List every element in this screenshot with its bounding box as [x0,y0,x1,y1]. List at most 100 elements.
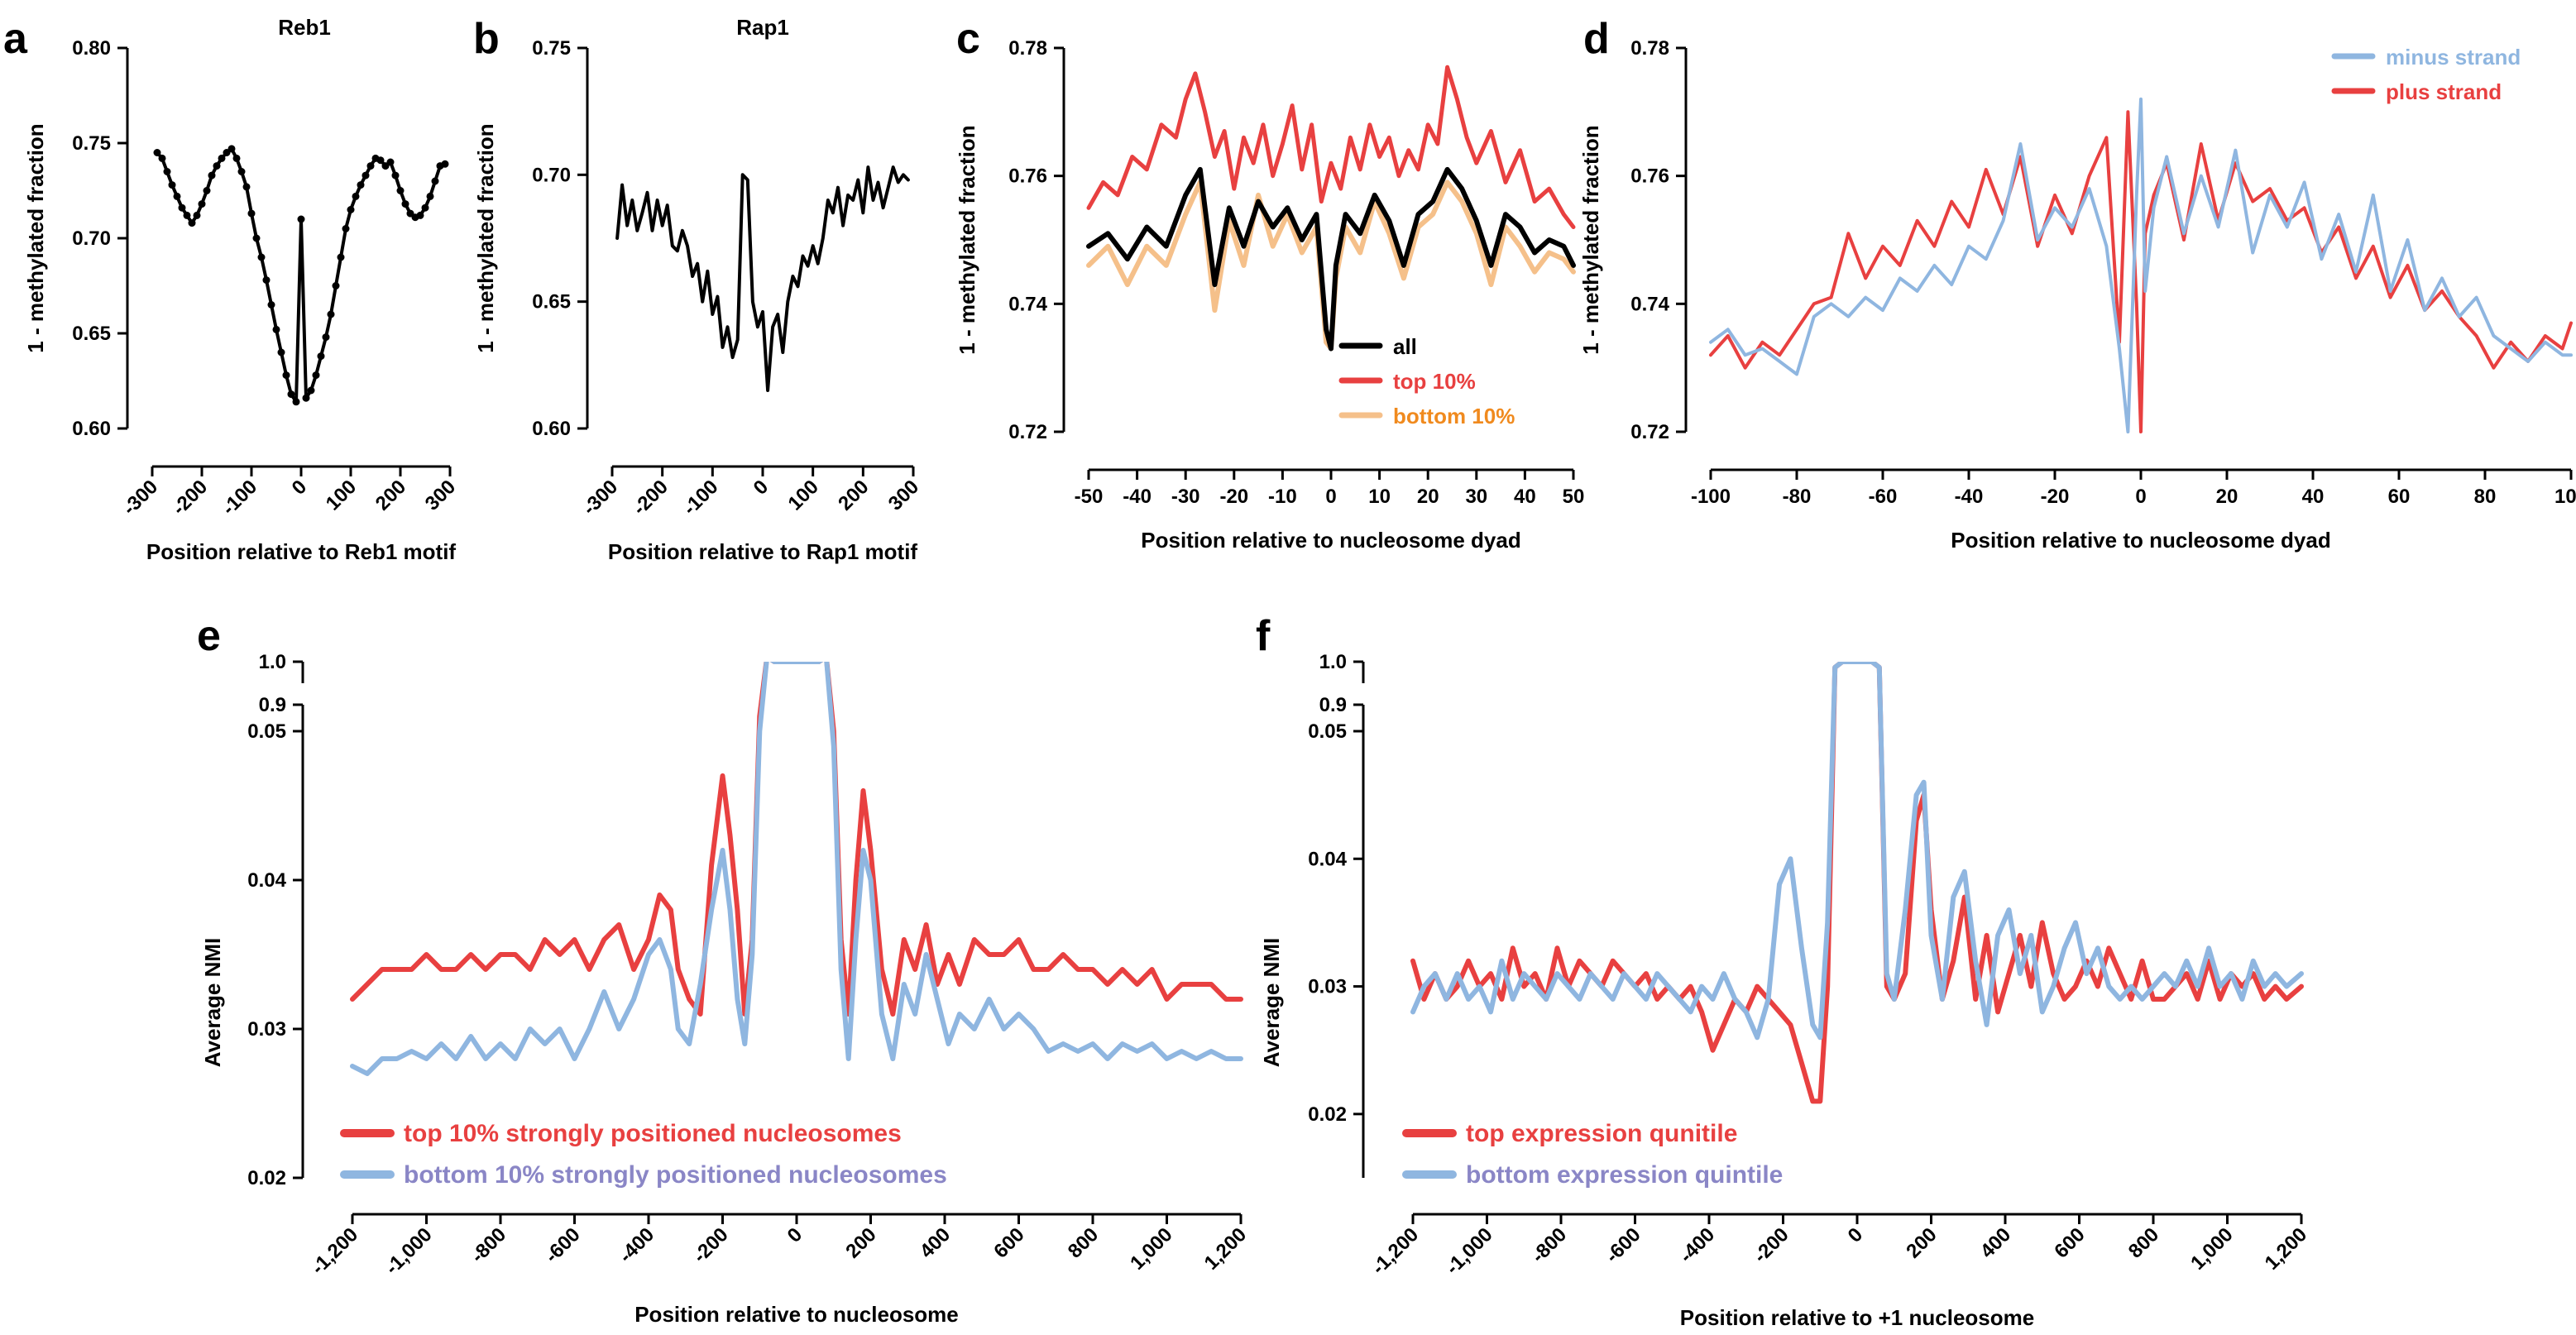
data-point-a [257,253,266,261]
x-tick-label-f: 1,000 [2186,1223,2238,1275]
series-line-b-rap1 [615,165,910,392]
series-group-e [350,662,1243,1076]
chart-title-b: Rap1 [736,15,789,40]
y-tick-label-b: 0.60 [532,418,571,440]
y-axis-label-d: 1 - methylated fraction [1578,125,1603,354]
legend-label-c: top 10% [1393,369,1476,394]
x-tick-label-c: 30 [1465,486,1487,508]
x-tick-label-e: 400 [916,1223,955,1262]
data-point-a [153,149,161,156]
y-tick-label-a: 0.80 [72,37,111,60]
y-tick-label-c: 0.76 [1008,165,1047,188]
data-point-a [342,225,350,232]
panel-e: e0.020.030.040.050.91.0-1,200 -1,000 -800-… [197,612,1251,1327]
x-tick-label-d: -100 [1691,486,1731,508]
legend-d: minus strand plus strand [2331,45,2521,104]
data-point-a [218,154,226,162]
x-tick-label-c: -40 [1123,486,1152,508]
data-point-a [357,181,365,189]
y-axis-label-e: Average NMI [200,938,225,1068]
y-tick-label-a: 0.75 [72,132,111,155]
x-tick-label-e: -800 [467,1223,510,1267]
series-group-d [1709,97,2573,433]
data-point-a [183,211,191,219]
legend-label-d: plus strand [2386,79,2502,104]
x-axis-label-d: Position relative to nucleosome dyad [1951,528,2330,553]
x-axis-label-b: Position relative to Rap1 motif [608,539,918,564]
data-point-a [277,348,285,356]
y-axis-label-c: 1 - methylated fraction [955,125,979,354]
x-tick-label-b: 200 [834,476,873,514]
x-tick-label-c: -20 [1219,486,1248,508]
series-group-a [153,145,449,406]
data-point-a [386,158,395,166]
x-tick-label-f: 1,200 [2261,1223,2312,1275]
x-tick-label-e: 0 [783,1223,807,1247]
y-tick-label-d: 0.72 [1630,421,1669,443]
x-tick-label-e: 600 [989,1223,1028,1262]
legend-label-d: minus strand [2386,45,2521,69]
series-line-c-all [1086,166,1576,352]
data-point-a [307,386,315,395]
x-tick-label-a: 0 [288,476,312,500]
y-tick-label-b: 0.75 [532,37,571,60]
data-point-a [232,154,241,162]
x-tick-label-a: 300 [421,476,460,514]
data-point-a [401,200,409,208]
x-tick-label-b: 100 [784,476,823,514]
data-point-a [252,234,261,242]
y-tick-label-d: 0.74 [1630,293,1669,315]
data-point-a [421,203,429,212]
data-point-a [396,187,405,194]
x-tick-label-d: -80 [1783,486,1812,508]
x-tick-label-c: 10 [1368,486,1391,508]
legend-c: all top 10% bottom 10% [1338,334,1515,428]
y-axis-label-a: 1 - methylated fraction [23,123,48,352]
y-tick-label-e: 0.04 [247,869,286,892]
y-tick-label-a: 0.60 [72,418,111,440]
x-tick-label-d: -20 [2041,486,2070,508]
x-tick-label-f: 200 [1902,1223,1941,1262]
legend-label-e: top 10% strongly positioned nucleosomes [404,1120,902,1147]
x-tick-label-b: -300 [578,476,622,519]
series-line-f-top-expression-qunitile [1410,662,2304,1104]
x-tick-label-c: -50 [1075,486,1104,508]
x-tick-label-d: -60 [1869,486,1898,508]
legend-label-c: all [1393,334,1417,359]
data-point-a [352,192,360,200]
data-point-a [203,187,211,194]
y-tick-label-f: 0.03 [1308,976,1347,998]
x-axis-label-c: Position relative to nucleosome dyad [1141,528,1520,553]
x-tick-label-d: 60 [2388,486,2411,508]
data-point-a [158,154,166,162]
data-point-a [322,333,330,342]
data-point-a [292,398,300,406]
data-point-a [302,394,310,402]
x-tick-label-c: 40 [1514,486,1536,508]
panel-letter-a: a [3,15,28,63]
panel-c: c 0.72 0.74 0.76 0.78 -50 -40 -30 -20 -10 0 10 20 30 4… [955,15,1584,553]
data-point-a [426,192,434,200]
data-point-a [178,203,186,212]
data-point-a [227,145,236,153]
x-tick-label-f: 800 [2124,1223,2163,1262]
data-point-a [272,325,280,333]
x-tick-label-f: 400 [1976,1223,2015,1262]
y-tick-label-upper-e: 1.0 [259,651,286,673]
panel-letter-f: f [1256,612,1271,660]
x-tick-label-d: 40 [2302,486,2325,508]
x-tick-label-f: -800 [1527,1223,1571,1267]
x-tick-label-e: 200 [841,1223,880,1262]
panel-letter-c: c [956,15,980,63]
x-tick-label-d: 20 [2216,486,2238,508]
y-axis-label-f: Average NMI [1259,938,1284,1068]
y-axis-label-b: 1 - methylated fraction [473,123,498,352]
y-tick-label-f: 0.04 [1308,848,1347,870]
x-tick-label-e: -1,000 [381,1223,437,1279]
data-point-a [287,390,295,399]
x-tick-label-e: 800 [1064,1223,1103,1262]
x-tick-label-a: -200 [168,476,212,519]
data-point-a [362,171,370,179]
legend-e: top 10% strongly positioned nucleosomes b… [340,1120,947,1189]
